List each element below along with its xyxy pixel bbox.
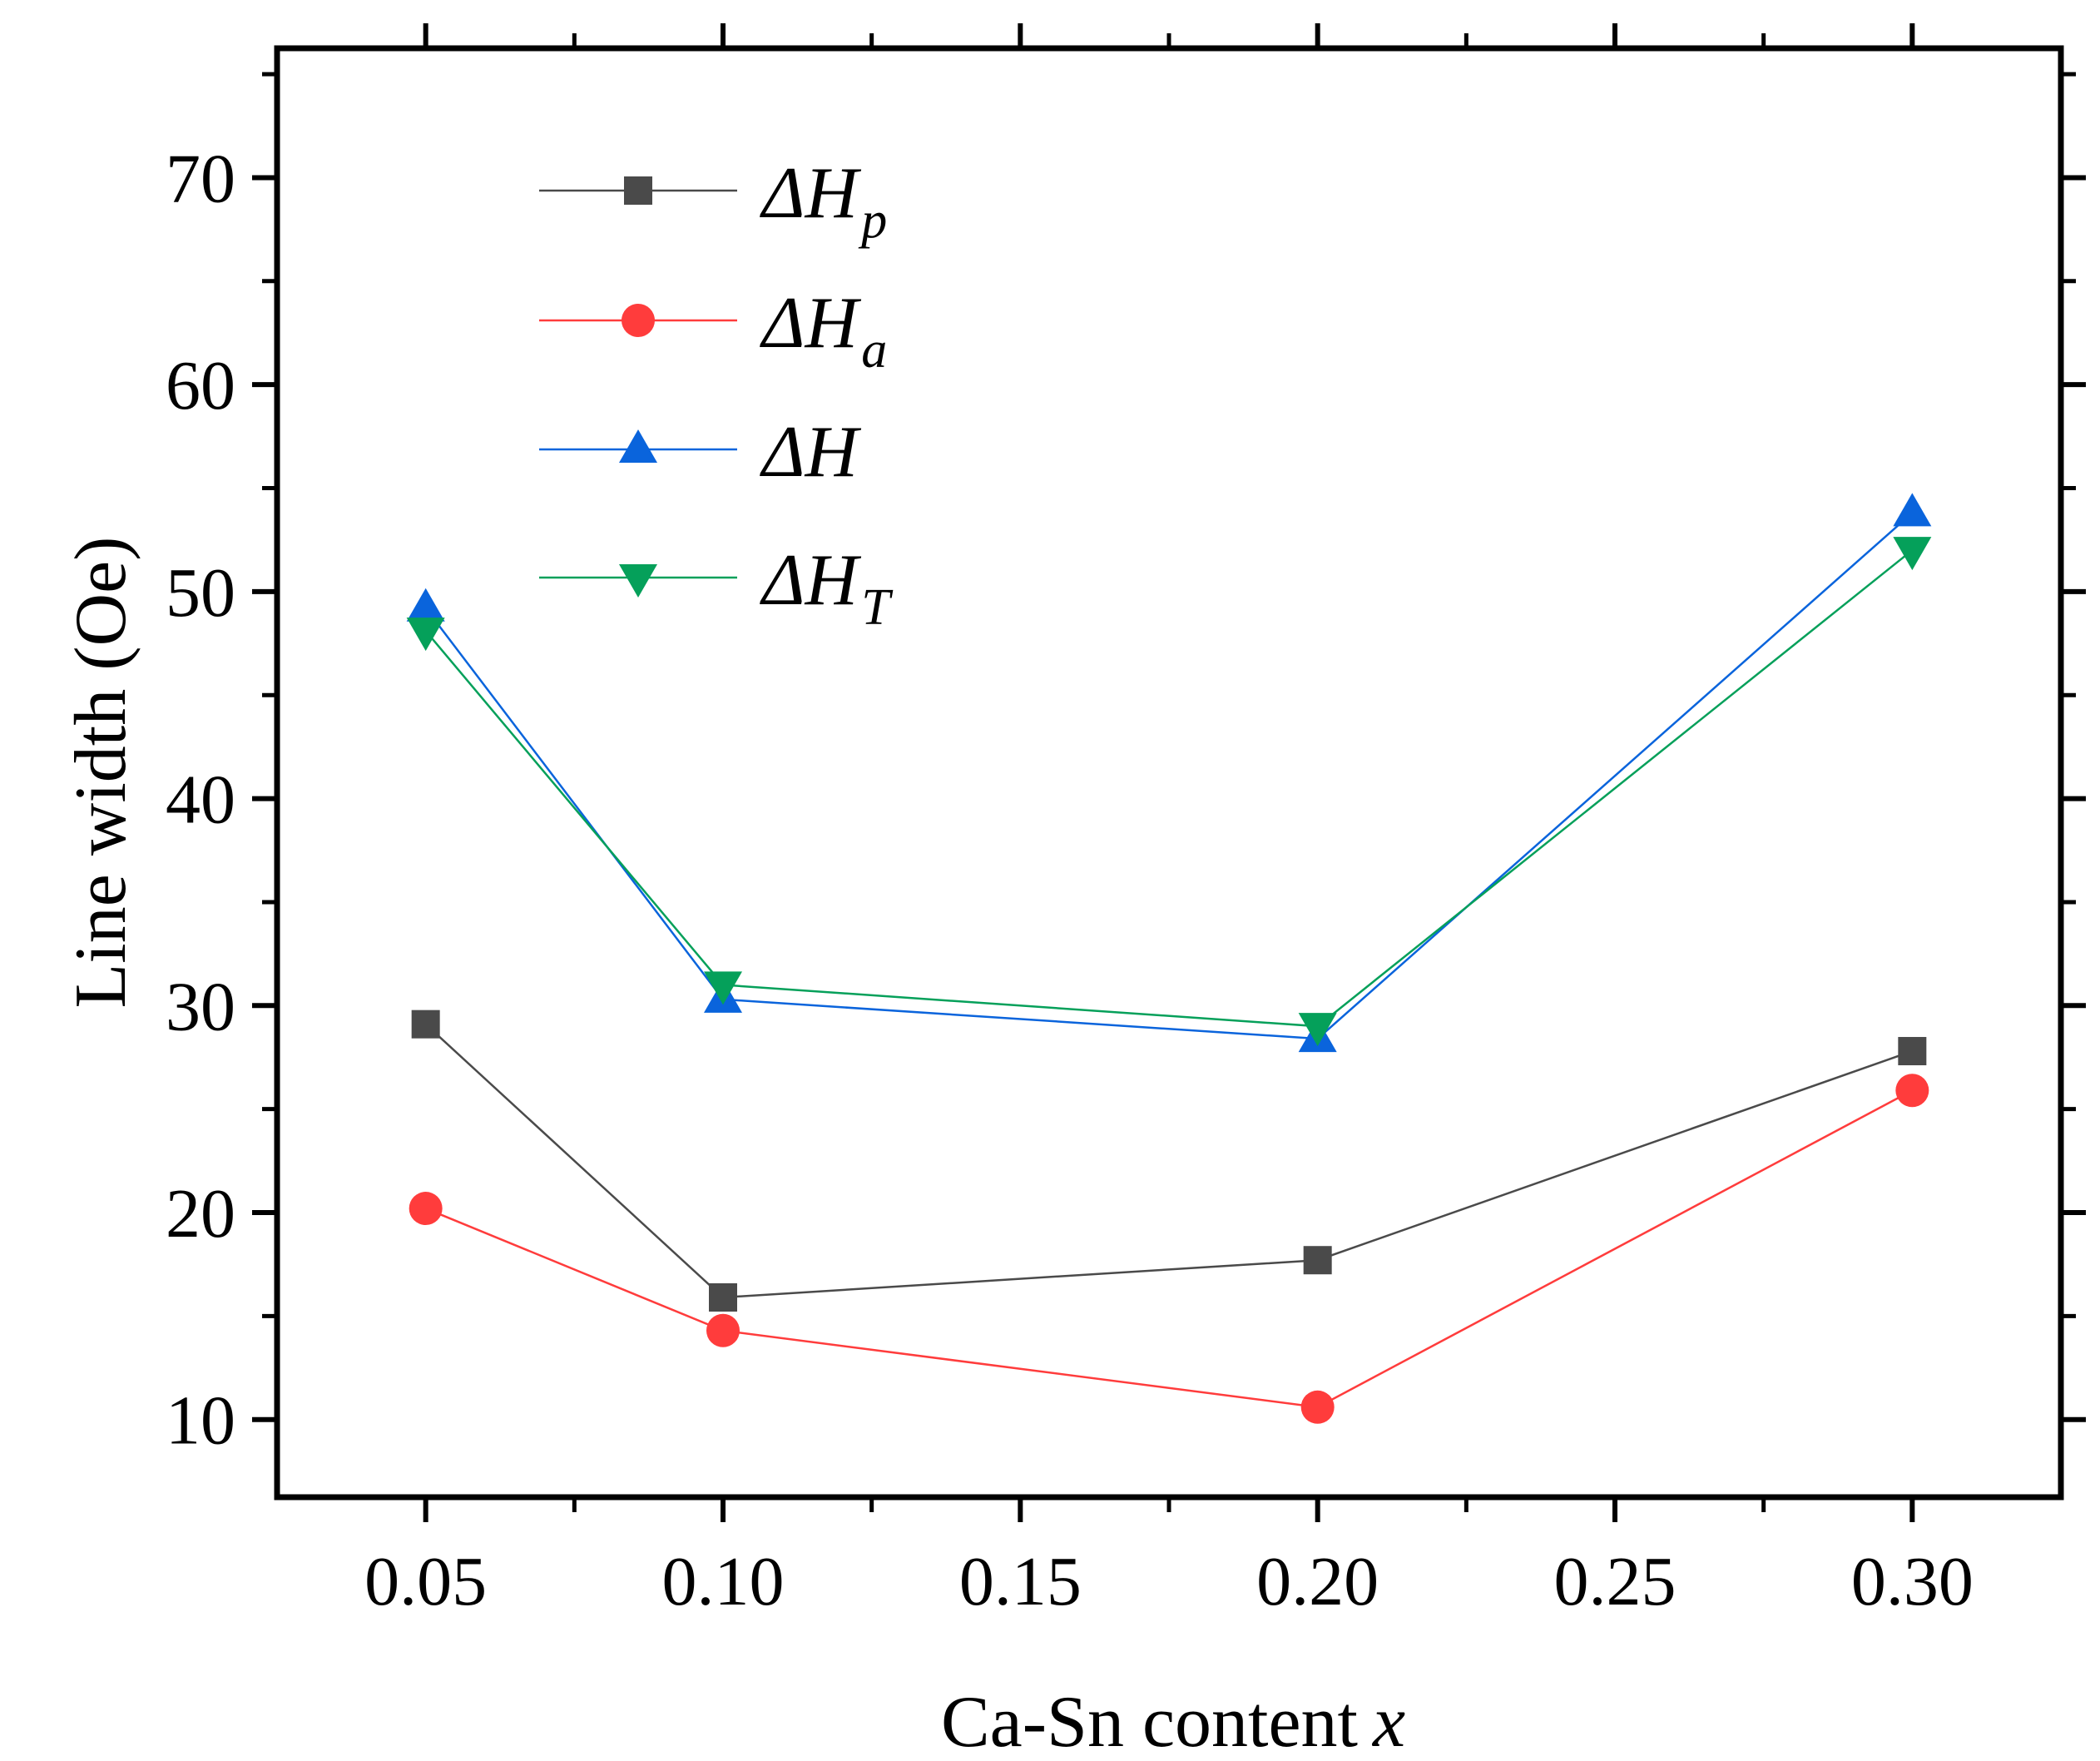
x-axis-title-text: Ca-Sn content (941, 1682, 1358, 1761)
y-tick-label: 40 (166, 761, 235, 839)
x-tick-label: 0.10 (662, 1543, 785, 1620)
legend-marker-3 (619, 564, 657, 598)
y-axis-title: Line width (Oe) (61, 537, 141, 1009)
data-point-series-3 (1298, 1013, 1337, 1047)
legend-label-main: ΔH (760, 153, 862, 234)
data-point-series-3 (406, 618, 445, 652)
x-tick-label: 0.15 (959, 1543, 1082, 1620)
x-tick-label: 0.25 (1554, 1543, 1677, 1620)
legend-label-subscript: a (861, 322, 887, 379)
x-tick-label: 0.05 (364, 1543, 487, 1620)
y-tick-label: 10 (166, 1382, 235, 1460)
x-axis-title-var: x (1371, 1682, 1405, 1761)
data-point-series-0 (411, 1009, 440, 1039)
data-point-series-1 (1895, 1074, 1929, 1108)
data-point-series-0 (1898, 1037, 1927, 1066)
data-point-series-3 (704, 971, 742, 1005)
legend-marker-1 (622, 304, 655, 337)
series-line-1 (425, 1089, 1913, 1409)
series-line-0 (424, 1023, 1913, 1299)
data-point-series-2 (1893, 493, 1932, 527)
data-point-series-1 (409, 1192, 443, 1226)
x-axis-ticks: 0.05 0.10 0.15 0.20 0.25 0.30 (364, 23, 1974, 1620)
y-tick-label: 30 (166, 968, 235, 1045)
y-tick-label: 70 (166, 140, 235, 217)
legend-label-0: ΔHp (760, 153, 887, 249)
legend-label-1: ΔHa (760, 283, 887, 379)
series-line-3 (424, 549, 1914, 1028)
legend-label-subscript: p (858, 192, 887, 249)
legend-label-main: ΔH (760, 412, 862, 493)
data-point-series-2 (406, 588, 445, 622)
legend-label-2: ΔH (760, 412, 862, 493)
plot-markers (406, 493, 1932, 1424)
legend-label-3: ΔHT (760, 540, 894, 636)
x-tick-label: 0.30 (1851, 1543, 1974, 1620)
legend-marker-0 (624, 176, 652, 205)
series-line-2 (424, 512, 1914, 1040)
legend-label-subscript: T (861, 579, 894, 636)
data-point-series-3 (1893, 537, 1932, 571)
y-tick-label: 60 (166, 347, 235, 424)
y-tick-label: 20 (166, 1175, 235, 1253)
legend-label-main: ΔH (760, 540, 862, 621)
data-point-series-1 (706, 1313, 740, 1347)
y-axis-ticks: 10 20 30 40 50 60 70 (166, 72, 2086, 1460)
plot-lines (424, 512, 1914, 1409)
data-point-series-0 (1303, 1246, 1332, 1275)
x-axis-title: Ca-Sn content x (941, 1682, 1405, 1761)
y-tick-label: 50 (166, 554, 235, 632)
x-tick-label: 0.20 (1256, 1543, 1379, 1620)
legend-label-main: ΔH (760, 283, 862, 364)
data-point-series-0 (709, 1282, 737, 1312)
legend-marker-2 (619, 429, 657, 463)
data-point-series-1 (1300, 1390, 1335, 1424)
